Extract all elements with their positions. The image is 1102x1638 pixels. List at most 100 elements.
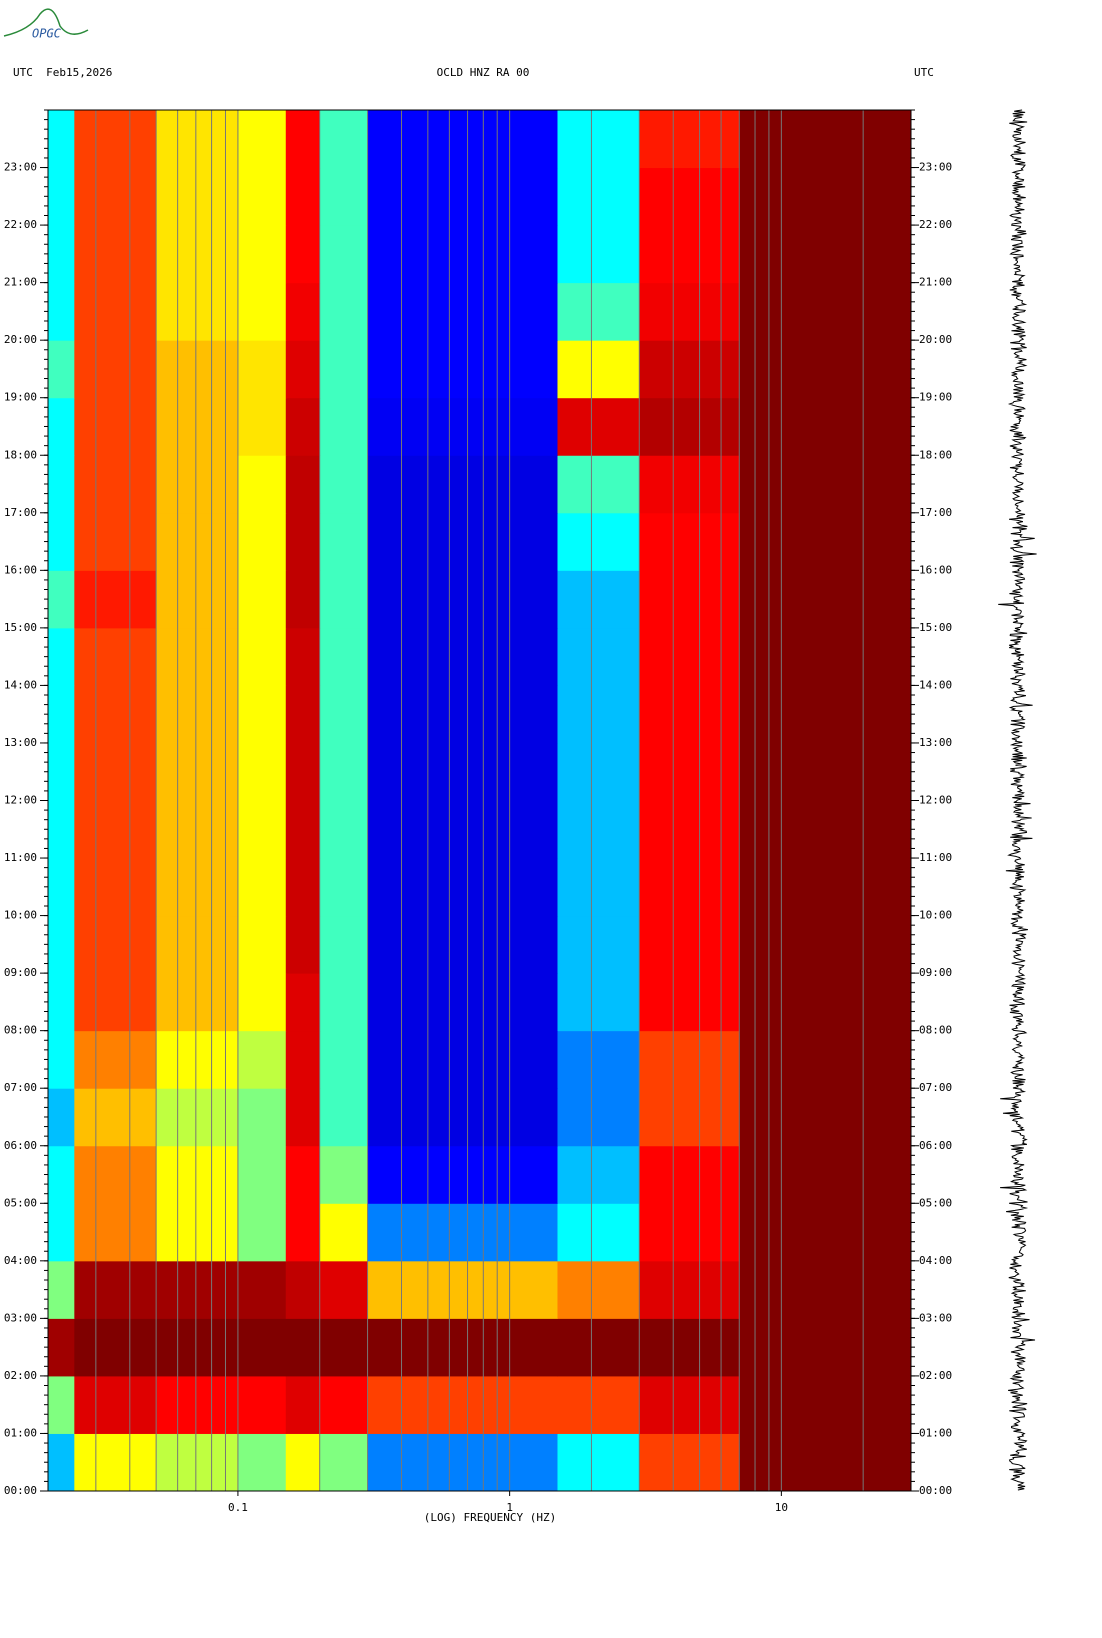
heat-cell bbox=[48, 1088, 75, 1147]
heat-cell bbox=[367, 1433, 558, 1492]
heat-cell bbox=[285, 1433, 321, 1492]
heat-cell bbox=[74, 1260, 157, 1319]
y-tick-label: 09:00 bbox=[4, 966, 37, 979]
heat-cell bbox=[639, 570, 740, 629]
y-tick-label: 04:00 bbox=[919, 1254, 952, 1267]
heat-cell bbox=[557, 512, 640, 571]
heat-cell bbox=[48, 1260, 75, 1319]
heat-cell bbox=[48, 627, 75, 686]
y-tick-label: 12:00 bbox=[919, 794, 952, 807]
heat-cell bbox=[367, 742, 558, 801]
heat-cell bbox=[367, 858, 558, 917]
heat-cell bbox=[237, 742, 287, 801]
y-tick-label: 04:00 bbox=[4, 1254, 37, 1267]
y-tick-label: 01:00 bbox=[919, 1426, 952, 1439]
heat-cell bbox=[739, 167, 912, 226]
heat-cell bbox=[237, 455, 287, 514]
y-tick-label: 20:00 bbox=[4, 333, 37, 346]
heat-cell bbox=[319, 800, 369, 859]
y-tick-label: 16:00 bbox=[4, 563, 37, 576]
x-tick-label: 10 bbox=[775, 1501, 788, 1514]
heat-cell bbox=[237, 1260, 287, 1319]
heat-cell bbox=[319, 627, 369, 686]
heat-cell bbox=[739, 1318, 912, 1377]
heat-cell bbox=[156, 570, 239, 629]
heat-cell bbox=[48, 685, 75, 744]
heat-cell bbox=[367, 1375, 558, 1434]
heat-cell bbox=[319, 1203, 369, 1262]
heat-cell bbox=[74, 110, 157, 169]
y-tick-label: 03:00 bbox=[919, 1311, 952, 1324]
heat-cell bbox=[739, 1203, 912, 1262]
heat-cell bbox=[237, 915, 287, 974]
heat-cell bbox=[639, 1145, 740, 1204]
heat-cell bbox=[74, 973, 157, 1032]
y-tick-label: 17:00 bbox=[4, 506, 37, 519]
heat-cell bbox=[319, 685, 369, 744]
heat-cell bbox=[557, 1203, 640, 1262]
heat-cell bbox=[156, 1433, 239, 1492]
heat-cell bbox=[285, 973, 321, 1032]
heat-cell bbox=[237, 340, 287, 399]
heat-cell bbox=[367, 340, 558, 399]
heat-cell bbox=[285, 627, 321, 686]
heat-cell bbox=[74, 167, 157, 226]
heat-cell bbox=[74, 512, 157, 571]
heat-cell bbox=[367, 225, 558, 284]
heat-cell bbox=[74, 685, 157, 744]
heat-cell bbox=[48, 858, 75, 917]
heat-cell bbox=[557, 1260, 640, 1319]
heat-cell bbox=[319, 915, 369, 974]
heat-cell bbox=[285, 1375, 321, 1434]
heat-cell bbox=[74, 742, 157, 801]
heat-cell bbox=[739, 1260, 912, 1319]
heat-cell bbox=[156, 685, 239, 744]
axes: 0.1 1 10 00:00 00:00 01:00 01:00 02:00 02:00 03:0… bbox=[4, 109, 952, 1514]
heat-cell bbox=[367, 800, 558, 859]
heat-cell bbox=[367, 455, 558, 514]
heat-cell bbox=[639, 915, 740, 974]
heat-cell bbox=[367, 397, 558, 456]
heat-cell bbox=[74, 1145, 157, 1204]
heat-cell bbox=[156, 973, 239, 1032]
heat-cell bbox=[285, 110, 321, 169]
heatmap bbox=[48, 110, 912, 1492]
heat-cell bbox=[739, 858, 912, 917]
x-tick-label: 0.1 bbox=[228, 1501, 248, 1514]
heat-cell bbox=[739, 110, 912, 169]
heat-cell bbox=[639, 225, 740, 284]
y-tick-label: 21:00 bbox=[4, 276, 37, 289]
heat-cell bbox=[739, 685, 912, 744]
heat-cell bbox=[639, 1088, 740, 1147]
logo-curve bbox=[3, 8, 89, 37]
heat-cell bbox=[639, 1375, 740, 1434]
heat-cell bbox=[557, 397, 640, 456]
heat-cell bbox=[639, 800, 740, 859]
chart-title: OCLD HNZ RA 00 bbox=[437, 66, 530, 79]
y-tick-label: 13:00 bbox=[4, 736, 37, 749]
y-tick-label: 22:00 bbox=[4, 218, 37, 231]
heat-cell bbox=[739, 1375, 912, 1434]
heat-cell bbox=[639, 282, 740, 341]
heat-cell bbox=[74, 570, 157, 629]
heat-cell bbox=[639, 627, 740, 686]
heat-cell bbox=[639, 340, 740, 399]
heat-cell bbox=[557, 1318, 640, 1377]
heat-cell bbox=[557, 455, 640, 514]
y-tick-label: 19:00 bbox=[919, 391, 952, 404]
heat-cell bbox=[156, 455, 239, 514]
heat-cell bbox=[557, 110, 640, 169]
heat-cell bbox=[48, 1433, 75, 1492]
heat-cell bbox=[285, 685, 321, 744]
heat-cell bbox=[367, 1088, 558, 1147]
heat-cell bbox=[639, 1030, 740, 1089]
heat-cell bbox=[156, 742, 239, 801]
heat-cell bbox=[285, 1260, 321, 1319]
heat-cell bbox=[285, 570, 321, 629]
heat-cell bbox=[74, 1088, 157, 1147]
heat-cell bbox=[156, 627, 239, 686]
heat-cell bbox=[319, 1318, 369, 1377]
heat-cell bbox=[319, 1145, 369, 1204]
heat-cell bbox=[285, 858, 321, 917]
heat-cell bbox=[367, 1203, 558, 1262]
